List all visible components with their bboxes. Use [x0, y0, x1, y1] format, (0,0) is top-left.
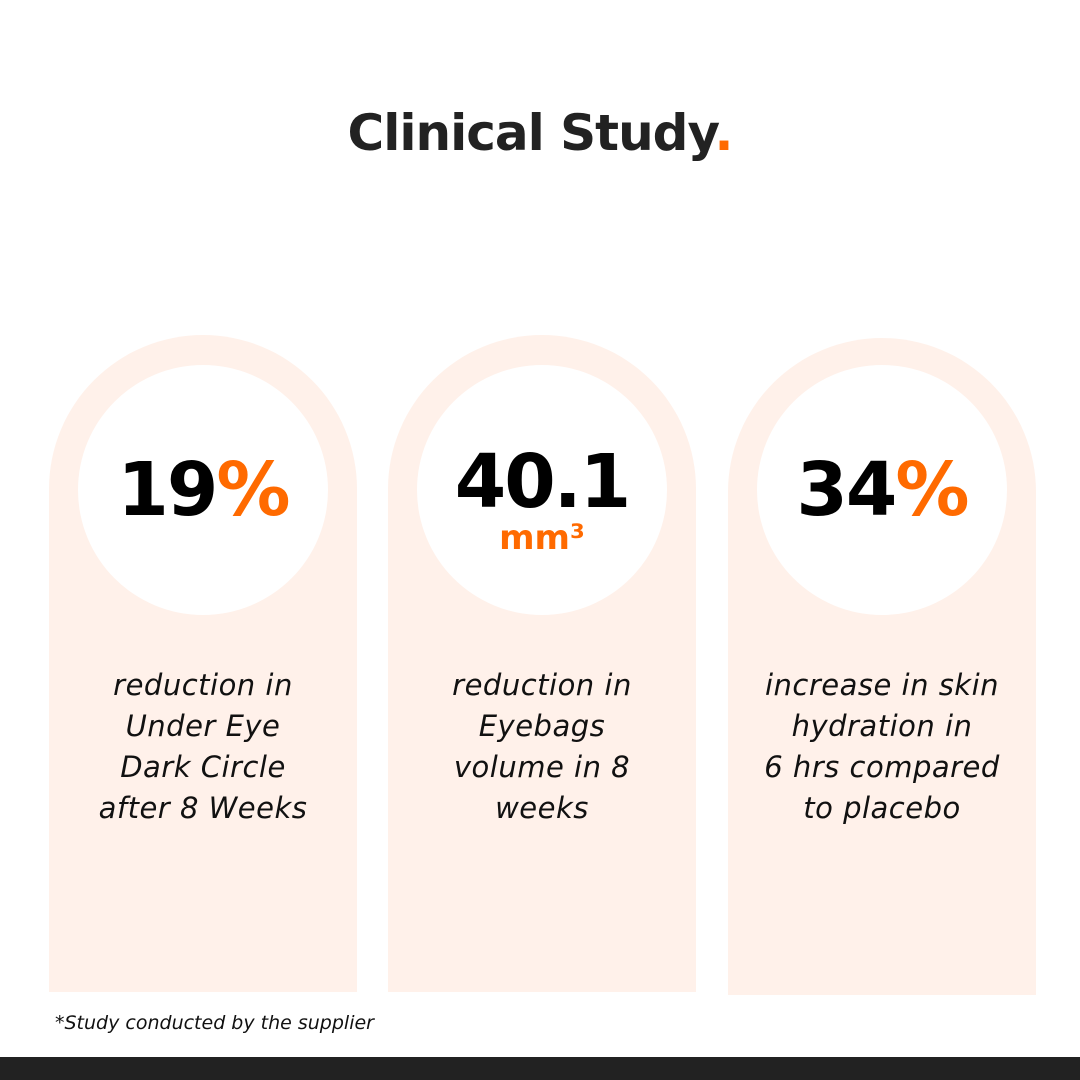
stat-unit: mm³ [499, 518, 585, 558]
desc-line: hydration in [791, 709, 973, 743]
stat-description: reduction in Under Eye Dark Circle after… [49, 665, 357, 829]
stat-description: increase in skin hydration in 6 hrs comp… [728, 665, 1036, 829]
title-text: Clinical Study [347, 104, 716, 162]
footnote: *Study conducted by the supplier [55, 1012, 374, 1034]
desc-line: reduction in [452, 668, 632, 702]
desc-line: volume in 8 [453, 750, 631, 784]
stat-circle: 34% [757, 365, 1007, 615]
stat-unit: % [216, 447, 290, 533]
desc-line: reduction in [113, 668, 293, 702]
title-dot: . [714, 104, 733, 162]
stat-description: reduction in Eyebags volume in 8 weeks [388, 665, 696, 829]
desc-line: Dark Circle [120, 750, 286, 784]
stat-circle: 40.1 mm³ [417, 365, 667, 615]
stat-unit: % [895, 447, 969, 533]
stat-card-dark-circle: 19% reduction in Under Eye Dark Circle a… [49, 335, 357, 992]
stat-card-eyebags: 40.1 mm³ reduction in Eyebags volume in … [388, 335, 696, 992]
stat-number: 19 [117, 447, 218, 533]
desc-line: weeks [495, 791, 589, 825]
stat-circle: 19% [78, 365, 328, 615]
stat-number: 40.1 [454, 439, 632, 525]
stat-value: 34% [796, 453, 969, 527]
desc-line: increase in skin [764, 668, 1000, 702]
desc-line: after 8 Weeks [98, 791, 308, 825]
stat-card-hydration: 34% increase in skin hydration in 6 hrs … [728, 338, 1036, 995]
stat-value: 19% [117, 453, 290, 527]
desc-line: Under Eye [125, 709, 281, 743]
desc-line: Eyebags [478, 709, 606, 743]
bottom-bar [0, 1057, 1080, 1080]
desc-line: 6 hrs compared [764, 750, 1000, 784]
stat-number: 34 [796, 447, 897, 533]
page-title: Clinical Study. [0, 104, 1080, 162]
desc-line: to placebo [803, 791, 961, 825]
